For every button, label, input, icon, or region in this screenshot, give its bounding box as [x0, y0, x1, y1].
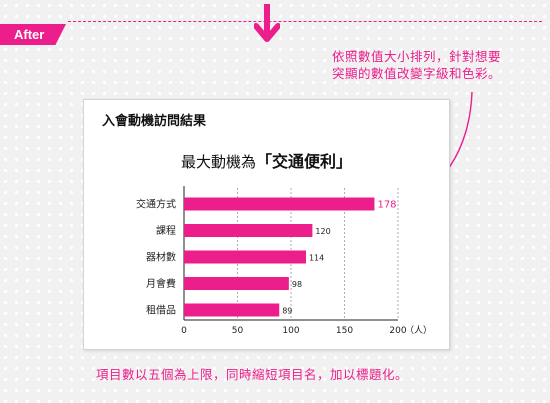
down-arrow-icon: [254, 4, 280, 42]
data-label-0: 178: [377, 200, 396, 211]
category-label-2: 器材數: [146, 251, 176, 264]
chart-title: 最大動機為「交通便利」: [84, 148, 449, 172]
card-title: 入會動機訪問結果: [102, 114, 207, 129]
data-label-3: 98: [292, 280, 302, 289]
chart-title-prefix: 最大動機為: [180, 153, 256, 171]
x-tick-label-200: 200: [389, 326, 406, 336]
category-label-1: 課程: [156, 224, 176, 237]
data-label-4: 89: [282, 307, 292, 316]
highlight-note-line-1: 依照數值大小排列，針對想要: [332, 49, 502, 64]
x-tick-label-50: 50: [232, 326, 244, 336]
x-tick-label-0: 0: [181, 326, 187, 336]
highlight-note: 依照數值大小排列，針對想要 突顯的數值改變字級和色彩。: [332, 48, 532, 82]
chart-title-emphasis: 「交通便利」: [256, 152, 353, 171]
chart-card: 入會動機訪問結果 最大動機為「交通便利」 0 50 100 150 200 （人） 交通方式…: [83, 99, 450, 350]
divider-dashed-line: [68, 21, 542, 22]
data-label-2: 114: [309, 254, 324, 263]
bar-2: [184, 250, 306, 264]
data-label-1: 120: [315, 227, 330, 236]
category-label-0: 交通方式: [136, 198, 176, 211]
x-axis-unit: （人）: [405, 325, 432, 336]
after-tag: After: [0, 24, 66, 45]
bar-chart: 0 50 100 150 200（人） 交通方式 178 課程 120 器材數 114 月會費 98 租借…: [136, 186, 432, 336]
x-tick-label-100: 100: [282, 326, 299, 336]
category-label-3: 月會費: [146, 277, 176, 290]
bar-1: [184, 224, 313, 237]
bottom-note: 項目數以五個為上限，同時縮短項目名，加以標題化。: [96, 367, 409, 382]
bar-0: [184, 197, 375, 211]
category-label-4: 租借品: [146, 304, 176, 317]
bar-3: [184, 277, 289, 290]
bar-4: [184, 303, 280, 317]
highlight-note-line-2: 突顯的數值改變字級和色彩。: [332, 66, 502, 81]
x-tick-label-150: 150: [336, 326, 353, 336]
